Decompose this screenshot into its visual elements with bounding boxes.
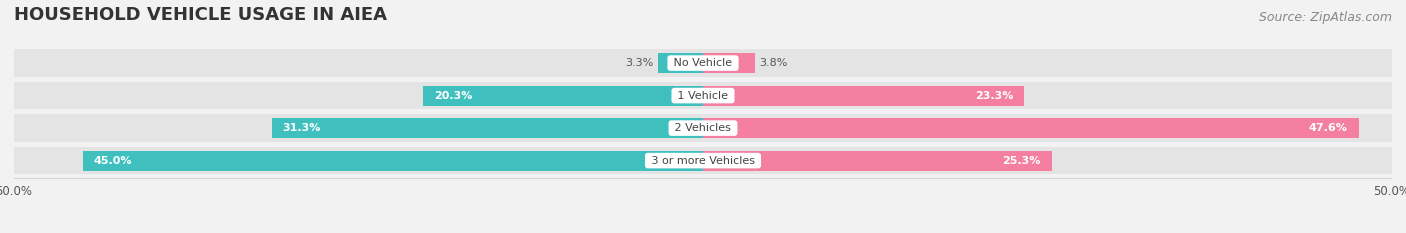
Bar — [271, 118, 703, 138]
Bar — [658, 53, 703, 73]
Text: 1 Vehicle: 1 Vehicle — [675, 91, 731, 101]
Bar — [703, 118, 1358, 138]
Text: 20.3%: 20.3% — [434, 91, 472, 101]
Text: 45.0%: 45.0% — [94, 156, 132, 166]
Text: 47.6%: 47.6% — [1309, 123, 1348, 133]
Text: 25.3%: 25.3% — [1002, 156, 1040, 166]
Bar — [83, 151, 703, 171]
Text: 3.8%: 3.8% — [759, 58, 787, 68]
Bar — [14, 49, 1392, 77]
Bar — [14, 147, 1392, 174]
Bar — [703, 53, 755, 73]
Text: HOUSEHOLD VEHICLE USAGE IN AIEA: HOUSEHOLD VEHICLE USAGE IN AIEA — [14, 6, 387, 24]
Bar — [14, 82, 1392, 109]
Text: 2 Vehicles: 2 Vehicles — [671, 123, 735, 133]
Text: 3 or more Vehicles: 3 or more Vehicles — [648, 156, 758, 166]
Text: 3.3%: 3.3% — [626, 58, 654, 68]
Bar — [703, 86, 1024, 106]
Bar — [423, 86, 703, 106]
Bar — [14, 114, 1392, 142]
Text: Source: ZipAtlas.com: Source: ZipAtlas.com — [1258, 11, 1392, 24]
Text: 31.3%: 31.3% — [283, 123, 321, 133]
Text: 23.3%: 23.3% — [974, 91, 1012, 101]
Bar — [703, 151, 1052, 171]
Text: No Vehicle: No Vehicle — [671, 58, 735, 68]
